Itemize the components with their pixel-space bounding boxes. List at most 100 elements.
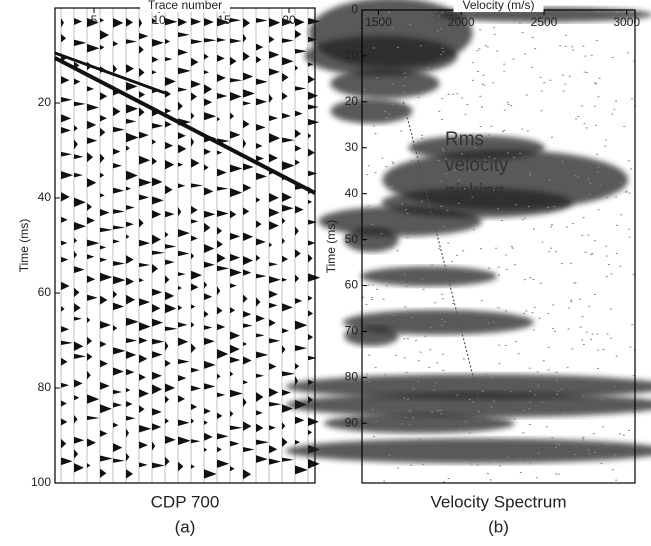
noise (365, 304, 368, 306)
wiggle (74, 287, 80, 298)
wiggle (269, 35, 275, 43)
wiggle (243, 269, 252, 276)
noise (493, 400, 496, 402)
noise (446, 210, 449, 212)
wiggle (87, 352, 93, 361)
wiggle (87, 294, 98, 301)
noise (572, 49, 575, 51)
noise (403, 357, 406, 359)
noise (434, 382, 437, 384)
noise (547, 369, 550, 371)
wiggle (243, 163, 254, 171)
wiggle (61, 216, 68, 223)
noise (529, 277, 532, 279)
noise (581, 316, 584, 318)
wiggle (139, 389, 150, 398)
wiggle (217, 446, 222, 453)
noise (550, 226, 553, 228)
noise (591, 253, 594, 255)
noise (597, 367, 600, 369)
wiggle (113, 148, 121, 155)
wiggle (282, 345, 286, 354)
noise (470, 331, 473, 333)
noise (583, 123, 586, 125)
noise (521, 218, 524, 220)
wiggle (256, 18, 268, 23)
wiggle (243, 446, 255, 453)
noise (510, 105, 513, 107)
wiggle (74, 101, 86, 107)
wiggle (282, 437, 288, 447)
noise (628, 236, 631, 238)
wiggle (126, 338, 138, 344)
wiggle (308, 253, 313, 263)
wiggle (139, 298, 151, 306)
noise (422, 288, 425, 290)
wiggle (204, 18, 214, 27)
noise (468, 398, 471, 400)
wiggle (100, 30, 110, 40)
wiggle (217, 150, 223, 155)
wiggle (217, 186, 229, 191)
wiggle (87, 415, 100, 421)
noise (602, 348, 605, 350)
noise (471, 79, 474, 81)
noise (401, 423, 404, 425)
noise (393, 314, 396, 316)
noise (579, 326, 582, 328)
wiggle (269, 276, 281, 284)
noise (552, 304, 555, 306)
wiggle (256, 455, 268, 463)
noise (415, 339, 418, 341)
wiggle (113, 64, 118, 74)
wiggle (295, 65, 299, 71)
noise (545, 441, 548, 443)
wiggle (61, 126, 71, 134)
y-tick-label: 40 (345, 186, 359, 200)
wiggle (230, 307, 236, 314)
wiggle (308, 333, 314, 341)
wiggle (74, 463, 84, 473)
noise (450, 260, 453, 262)
wiggle (152, 303, 161, 313)
noise (441, 298, 444, 300)
y-axis-label: Time (ms) (324, 220, 338, 274)
noise (518, 22, 521, 24)
noise (462, 250, 465, 252)
wiggle (204, 261, 215, 268)
noise (493, 374, 496, 376)
noise (521, 32, 524, 34)
wiggle (204, 38, 217, 43)
noise (619, 265, 622, 267)
noise (400, 130, 403, 132)
wiggle (74, 436, 85, 444)
wiggle (204, 98, 213, 107)
wiggle (165, 359, 171, 367)
noise (515, 341, 518, 343)
wiggle (308, 219, 317, 225)
noise (484, 373, 487, 375)
noise (367, 205, 370, 207)
noise (419, 438, 422, 440)
noise (547, 313, 550, 315)
wiggle (243, 51, 250, 62)
noise (386, 117, 389, 119)
wiggle (178, 436, 191, 445)
noise (410, 160, 413, 162)
noise (497, 266, 500, 268)
wiggle (282, 137, 295, 143)
noise (596, 442, 599, 444)
wiggle (139, 107, 145, 117)
wiggle (204, 337, 215, 345)
noise (431, 411, 434, 413)
wiggle (230, 18, 242, 23)
spectrum-energy (330, 68, 440, 99)
wiggle (61, 400, 67, 407)
noise (492, 27, 495, 29)
wiggle (204, 360, 216, 369)
wiggle (243, 72, 254, 81)
wiggle (74, 221, 87, 231)
noise (623, 125, 626, 127)
wiggle (113, 261, 125, 267)
wiggle (230, 356, 241, 364)
